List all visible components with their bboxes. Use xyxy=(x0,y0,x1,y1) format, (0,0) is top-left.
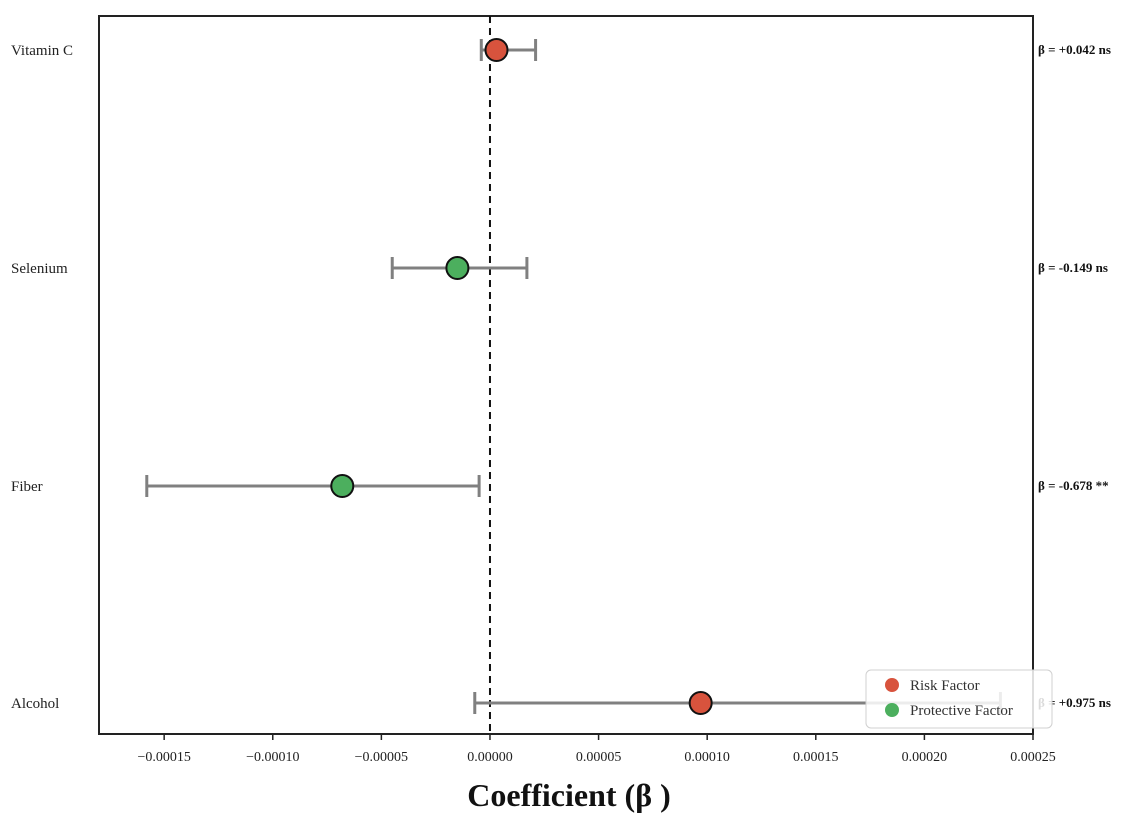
legend: Risk Factor Protective Factor xyxy=(865,669,1053,729)
legend-box xyxy=(865,669,1053,729)
point-estimate-marker xyxy=(330,474,355,498)
x-tick-label: 0.00020 xyxy=(902,750,948,765)
category-label: Vitamin C xyxy=(11,43,73,59)
x-tick-label: −0.00005 xyxy=(355,750,408,765)
x-tick-label: 0.00025 xyxy=(1010,750,1056,765)
category-label: Alcohol xyxy=(11,696,59,712)
forest-rows: Vitamin C β = +0.042 ns Selenium β = -0.149… xyxy=(11,38,1111,715)
category-label: Selenium xyxy=(11,261,68,277)
point-estimate-marker xyxy=(688,691,713,715)
legend-risk-label: Risk Factor xyxy=(910,678,980,694)
beta-annotation: β = +0.975 ns xyxy=(1038,695,1111,710)
legend-protective-marker xyxy=(885,703,899,717)
x-tick-label: −0.00015 xyxy=(137,750,190,765)
plot-frame xyxy=(98,15,1034,735)
beta-annotation: β = -0.678 ** xyxy=(1038,478,1109,493)
beta-annotation: β = -0.149 ns xyxy=(1038,260,1108,275)
legend-protective-label: Protective Factor xyxy=(910,703,1013,719)
x-tick-label: −0.00010 xyxy=(246,750,299,765)
legend-risk-marker xyxy=(885,678,899,692)
category-label: Fiber xyxy=(11,479,43,495)
x-axis-label: Coefficient (β ) xyxy=(467,777,670,813)
x-tick-label: 0.00010 xyxy=(684,750,730,765)
x-axis-ticks: −0.00015 −0.00010 −0.00005 0.00000 0.00005 0.… xyxy=(137,734,1056,765)
beta-annotation: β = +0.042 ns xyxy=(1038,42,1111,57)
point-estimate-marker xyxy=(445,256,470,280)
x-tick-label: 0.00015 xyxy=(793,750,839,765)
point-estimate-marker xyxy=(484,38,509,62)
x-tick-label: 0.00005 xyxy=(576,750,622,765)
x-tick-label: 0.00000 xyxy=(467,750,513,765)
